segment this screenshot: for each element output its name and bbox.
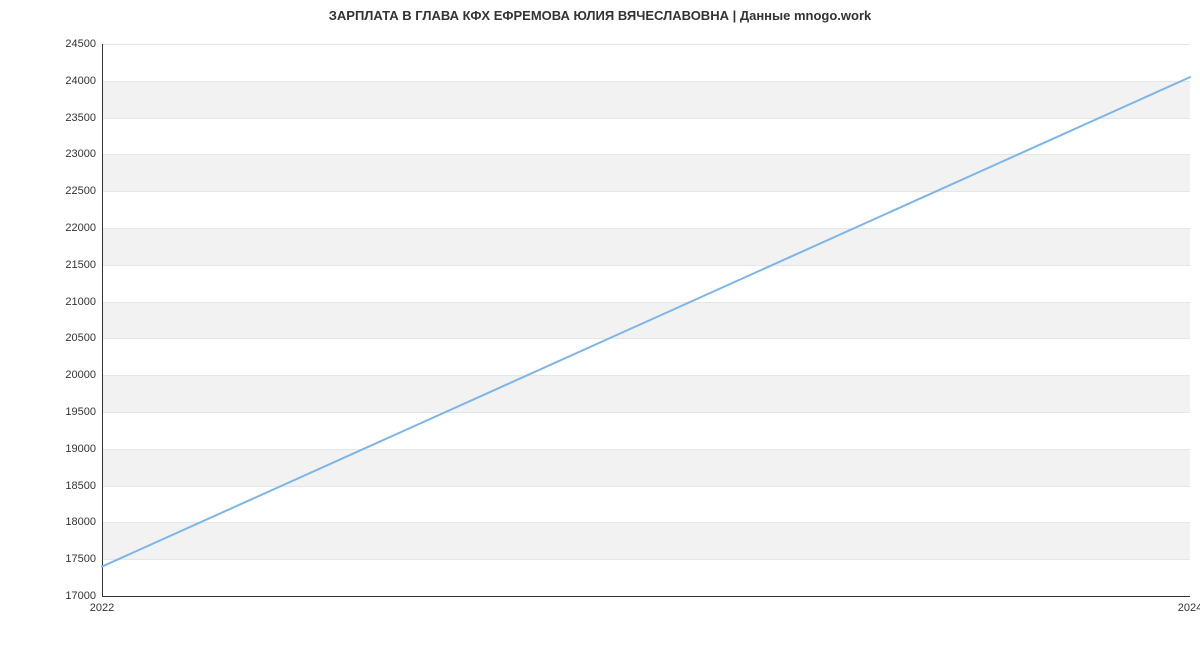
y-tick-label: 18000 (65, 516, 96, 528)
plot-area: 1700017500180001850019000195002000020500… (102, 44, 1190, 596)
series-line-salary (102, 77, 1190, 566)
y-tick-label: 22000 (65, 222, 96, 234)
x-tick-label: 2024 (1178, 602, 1200, 614)
y-tick-label: 21000 (65, 296, 96, 308)
y-tick-label: 22500 (65, 185, 96, 197)
y-tick-label: 23000 (65, 148, 96, 160)
chart-title: ЗАРПЛАТА В ГЛАВА КФХ ЕФРЕМОВА ЮЛИЯ ВЯЧЕС… (0, 8, 1200, 23)
x-tick-label: 2022 (90, 602, 114, 614)
series-layer (102, 44, 1190, 596)
salary-chart: ЗАРПЛАТА В ГЛАВА КФХ ЕФРЕМОВА ЮЛИЯ ВЯЧЕС… (0, 0, 1200, 650)
y-tick-label: 17500 (65, 553, 96, 565)
y-tick-label: 19000 (65, 443, 96, 455)
y-tick-label: 18500 (65, 480, 96, 492)
y-tick-label: 19500 (65, 406, 96, 418)
y-tick-label: 17000 (65, 590, 96, 602)
y-tick-label: 23500 (65, 112, 96, 124)
y-tick-label: 21500 (65, 259, 96, 271)
y-tick-label: 20000 (65, 369, 96, 381)
y-tick-label: 24000 (65, 75, 96, 87)
x-axis-line (102, 596, 1190, 597)
y-tick-label: 24500 (65, 38, 96, 50)
y-tick-label: 20500 (65, 332, 96, 344)
